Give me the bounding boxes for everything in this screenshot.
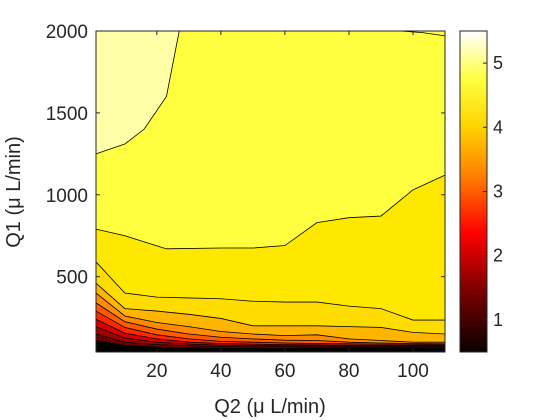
contour-line-3 bbox=[95, 292, 445, 343]
colorbar-scale bbox=[459, 30, 488, 353]
y-tick-label: 1000 bbox=[46, 186, 88, 207]
colorbar: 1 2 3 4 5 bbox=[459, 30, 503, 353]
colorbar-tick-label: 4 bbox=[493, 117, 503, 137]
colorbar-tick-label: 5 bbox=[493, 53, 503, 73]
x-tick-label: 100 bbox=[397, 361, 429, 382]
contour-line-0-7 bbox=[95, 340, 445, 349]
y-tick-label: 1500 bbox=[46, 104, 88, 125]
plot-area bbox=[95, 30, 446, 352]
contour-line-top-right bbox=[400, 30, 446, 37]
colorbar-tick-label: 1 bbox=[493, 310, 503, 330]
contour-line-1 bbox=[95, 333, 445, 348]
y-axis-label: Q1 (μ L/min) bbox=[3, 136, 25, 248]
x-tick-label: 20 bbox=[146, 361, 167, 382]
plot-frame bbox=[95, 30, 446, 353]
contour-line-2 bbox=[95, 310, 446, 345]
x-axis-label: Q2 (μ L/min) bbox=[214, 396, 326, 418]
contour-line-1-5 bbox=[95, 318, 445, 346]
contour-region-5 bbox=[96, 31, 180, 154]
x-tick-label: 80 bbox=[338, 361, 359, 382]
x-tick-label: 60 bbox=[274, 361, 295, 382]
contour-line-1-2 bbox=[95, 326, 445, 347]
contour-line-4-5 bbox=[95, 174, 446, 250]
contour-region-4-5 bbox=[96, 31, 445, 249]
contour-line-3-5 bbox=[95, 282, 446, 335]
axes: 20 40 60 80 100 500 1000 1500 2000 bbox=[46, 22, 446, 382]
contour-line-4 bbox=[95, 261, 445, 321]
contour-line-2-5 bbox=[95, 302, 446, 345]
contour-line-5 bbox=[95, 30, 180, 155]
colorbar-tick-label: 3 bbox=[493, 182, 503, 202]
colorbar-tick-label: 2 bbox=[493, 246, 503, 266]
x-tick-label: 40 bbox=[210, 361, 231, 382]
y-tick-label: 500 bbox=[56, 268, 88, 289]
contour-region-0-7 bbox=[96, 340, 445, 352]
y-tick-label: 2000 bbox=[46, 22, 88, 43]
